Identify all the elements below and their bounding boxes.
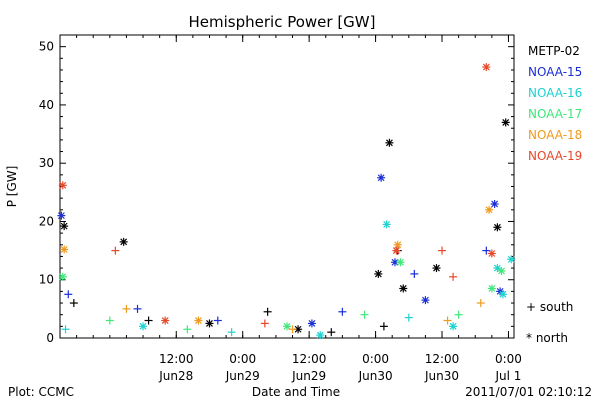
data-point-south: [410, 269, 419, 278]
x-tick-label-date: Jun29: [225, 369, 260, 383]
data-point-north: [377, 173, 386, 182]
legend-entry: NOAA-18: [528, 128, 582, 142]
x-tick-label-time: 0:00: [229, 352, 256, 366]
data-point-north: [487, 284, 496, 293]
data-point-north: [501, 118, 510, 127]
y-tick-label: 10: [39, 273, 54, 287]
data-point-south: [122, 304, 131, 313]
y-tick-label: 40: [39, 98, 54, 112]
data-point-north: [194, 316, 203, 325]
y-axis-label: P [GW]: [5, 166, 19, 208]
data-point-south: [260, 319, 269, 328]
data-point-north: [497, 266, 506, 275]
data-point-south: [144, 316, 153, 325]
data-point-north: [449, 322, 458, 331]
data-point-south: [183, 325, 192, 334]
data-point-south: [64, 290, 73, 299]
data-point-north: [161, 316, 170, 325]
data-point-south: [105, 316, 114, 325]
data-point-south: [61, 325, 70, 334]
data-point-north: [482, 63, 491, 72]
data-point-north: [385, 138, 394, 147]
data-point-south: [338, 307, 347, 316]
x-tick-label-date: Jun28: [158, 369, 193, 383]
y-tick-label: 50: [39, 40, 54, 54]
x-tick-label-date: Jun30: [424, 369, 459, 383]
x-tick-label-time: 12:00: [425, 352, 460, 366]
data-point-south: [288, 325, 297, 334]
y-tick-label: 0: [46, 331, 54, 345]
data-point-north: [498, 290, 507, 299]
legend-entry: METP-02: [528, 44, 580, 58]
y-tick-label: 30: [39, 156, 54, 170]
data-point-north: [493, 264, 502, 273]
data-point-north: [119, 237, 128, 246]
data-point-north: [390, 258, 399, 267]
data-point-south: [379, 322, 388, 331]
footer-credit: Plot: CCMC: [8, 385, 74, 399]
data-point-south: [133, 304, 142, 313]
axis-ticks: 0 10 20 30 40 50 12:00 Jun28 0:00 Jun29 12:00 Jun29…: [39, 35, 522, 383]
x-tick-label-time: 12:00: [292, 352, 327, 366]
data-point-north: [307, 319, 316, 328]
data-point-north: [507, 255, 516, 264]
data-point-south: [111, 246, 120, 255]
data-point-north: [58, 181, 67, 190]
data-points: [57, 63, 516, 340]
data-point-north: [393, 240, 402, 249]
x-tick-label-time: 0:00: [362, 352, 389, 366]
x-tick-label-date: Jun30: [358, 369, 393, 383]
data-point-north: [399, 284, 408, 293]
data-point-north: [487, 249, 496, 258]
data-point-south: [443, 316, 452, 325]
y-tick-label: 20: [39, 214, 54, 228]
legend-entry: NOAA-19: [528, 149, 582, 163]
data-point-north: [382, 220, 391, 229]
data-point-north: [294, 325, 303, 334]
legend-entry: NOAA-16: [528, 86, 582, 100]
data-point-south: [360, 310, 369, 319]
data-point-north: [139, 322, 148, 331]
legend-entry: NOAA-15: [528, 65, 582, 79]
data-point-north: [493, 223, 502, 232]
data-point-north: [432, 264, 441, 273]
chart-title: Hemispheric Power [GW]: [189, 13, 376, 31]
x-tick-label-time: 12:00: [159, 352, 194, 366]
marker-legend-entry: + south: [526, 300, 573, 314]
data-point-south: [454, 310, 463, 319]
plot-area-frame: [59, 34, 515, 339]
data-point-north: [283, 322, 291, 331]
data-point-south: [227, 328, 236, 337]
data-point-north: [58, 272, 67, 281]
data-point-north: [57, 211, 66, 220]
x-tick-label-time: 0:00: [495, 352, 522, 366]
data-point-north: [392, 246, 401, 255]
marker-legend-entry: * north: [526, 331, 568, 345]
data-point-north: [421, 296, 430, 305]
x-tick-label-date: Jun29: [291, 369, 326, 383]
data-point-south: [438, 246, 447, 255]
data-point-north: [374, 269, 383, 278]
data-point-south: [449, 272, 458, 281]
x-axis-label: Date and Time: [252, 385, 340, 399]
legend: METP-02 NOAA-15 NOAA-16 NOAA-17 NOAA-18 NOAA-…: [526, 44, 582, 345]
data-point-south: [476, 299, 485, 308]
data-point-north: [485, 205, 494, 214]
data-point-south: [69, 299, 78, 308]
data-point-south: [213, 316, 222, 325]
data-point-south: [404, 313, 413, 322]
data-point-north: [60, 222, 69, 231]
data-point-north: [205, 319, 214, 328]
data-point-north: [60, 245, 69, 254]
data-point-south: [327, 328, 336, 337]
data-point-north: [396, 258, 405, 267]
legend-entry: NOAA-17: [528, 107, 582, 121]
data-point-north: [316, 331, 325, 340]
footer-timestamp: 2011/07/01 02:10:12: [465, 385, 592, 399]
data-point-south: [263, 307, 272, 316]
data-point-north: [490, 199, 499, 208]
x-tick-label-date: Jul 1: [494, 369, 521, 383]
